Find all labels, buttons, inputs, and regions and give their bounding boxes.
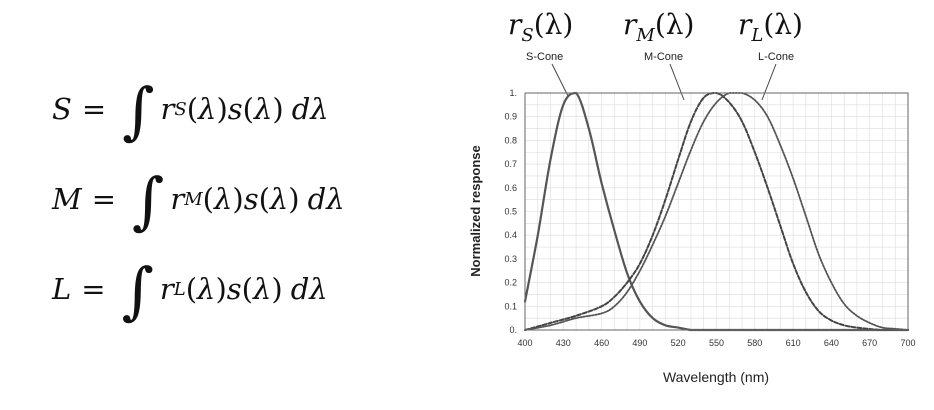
equation-s-sub: S bbox=[174, 98, 187, 120]
y-axis-title: Normalized response bbox=[468, 145, 483, 277]
y-tick-label: 0. bbox=[509, 325, 517, 335]
cone-header-m: rM(λ) bbox=[623, 8, 694, 46]
y-tick-label: 0.8 bbox=[504, 135, 517, 145]
y-tick-label: 0.5 bbox=[504, 207, 517, 217]
y-tick-label: 0.2 bbox=[504, 278, 517, 288]
x-tick-label: 430 bbox=[556, 338, 571, 348]
y-tick-label: 0.4 bbox=[504, 230, 517, 240]
y-tick-label: 0.6 bbox=[504, 183, 517, 193]
equation-l: L = ∫ r L(λ) s(λ) dλ bbox=[52, 254, 328, 327]
plot-frame bbox=[524, 92, 909, 331]
chart-grid bbox=[524, 92, 909, 331]
cone-label-m: M-Cone bbox=[644, 51, 683, 63]
equation-m-sub: M bbox=[184, 188, 203, 210]
y-tick-label: 0.3 bbox=[504, 254, 517, 264]
x-axis-title: Wavelength (nm) bbox=[663, 369, 769, 385]
pointer-line-l bbox=[761, 63, 777, 101]
cone-header-s: rS(λ) bbox=[508, 8, 573, 46]
equation-l-sub: L bbox=[173, 278, 186, 300]
equation-s: S = ∫ r S(λ) s(λ) dλ bbox=[52, 74, 329, 147]
x-tick-label: 520 bbox=[671, 338, 686, 348]
equation-l-lhs: L bbox=[52, 272, 72, 306]
pointer-line-m bbox=[669, 63, 685, 101]
x-tick-label: 400 bbox=[517, 338, 532, 348]
integral-equations: S = ∫ r S(λ) s(λ) dλ M = ∫ r M(λ) s(λ) dλ L = ∫ r… bbox=[0, 0, 420, 410]
chart-ticks: 400 430 460 490 520 550 580 610 640 670 700 0. 0.1 0.… bbox=[504, 88, 915, 348]
x-tick-label: 580 bbox=[747, 338, 762, 348]
equation-m-lhs: M bbox=[52, 182, 82, 216]
cone-response-chart: rS(λ) S-Cone rM(λ) M-Cone rL(λ) L-Cone 4… bbox=[468, 8, 916, 385]
x-tick-label: 640 bbox=[824, 338, 839, 348]
cone-header-l: rL(λ) bbox=[738, 8, 803, 46]
x-tick-label: 460 bbox=[594, 338, 609, 348]
equation-s-lhs: S bbox=[52, 92, 72, 126]
y-tick-label: 0.1 bbox=[504, 301, 517, 311]
cone-label-s: S-Cone bbox=[526, 51, 563, 63]
x-tick-label: 610 bbox=[786, 338, 801, 348]
cone-label-l: L-Cone bbox=[758, 51, 794, 63]
equation-m: M = ∫ r M(λ) s(λ) dλ bbox=[52, 164, 345, 237]
x-tick-label: 700 bbox=[900, 338, 915, 348]
y-tick-label: 1. bbox=[509, 88, 517, 98]
pointer-line-s bbox=[551, 63, 569, 97]
x-tick-label: 490 bbox=[632, 338, 647, 348]
y-tick-label: 0.7 bbox=[504, 159, 517, 169]
x-tick-label: 670 bbox=[862, 338, 877, 348]
x-tick-label: 550 bbox=[709, 338, 724, 348]
y-tick-label: 0.9 bbox=[504, 112, 517, 122]
